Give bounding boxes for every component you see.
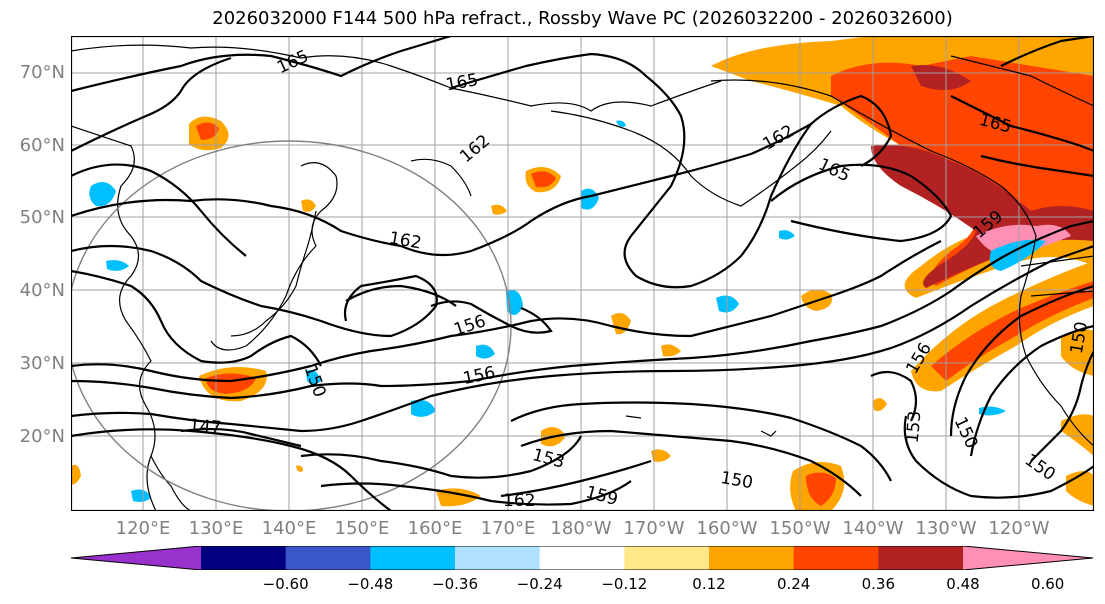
colorbar-tick-label: −0.24 <box>516 575 563 593</box>
lon-label: 120°E <box>115 518 171 539</box>
colorbar-tick-label: 0.36 <box>861 575 896 593</box>
colorbar-swatch <box>539 546 625 570</box>
lon-label: 170°E <box>480 518 536 539</box>
lon-label: 130°W <box>915 518 977 539</box>
lat-label: 70°N <box>19 62 65 83</box>
contour-label: 162 <box>503 491 535 511</box>
colorbar-tick-label: 0.60 <box>1030 575 1065 593</box>
colorbar-swatch <box>878 546 964 570</box>
lon-label: 120°W <box>988 518 1050 539</box>
contour-label: 147 <box>188 416 222 439</box>
colorbar-tick-label: −0.36 <box>432 575 478 593</box>
lat-label: 20°N <box>19 426 65 447</box>
colorbar-swatch-below <box>71 546 201 570</box>
colorbar-tick-label: 0.48 <box>946 575 980 593</box>
lon-label: 140°E <box>261 518 317 539</box>
colorbar-swatch <box>201 546 287 570</box>
colorbar-swatch <box>455 546 541 570</box>
colorbar-swatch <box>709 546 795 570</box>
lon-label: 150°E <box>334 518 390 539</box>
colorbar-tick-label: −0.60 <box>262 575 309 593</box>
colorbar-swatch <box>793 546 879 570</box>
lon-label: 180°W <box>550 518 612 539</box>
map-title: 2026032000 F144 500 hPa refract., Rossby… <box>212 8 953 29</box>
colorbar-tick-label: 0.24 <box>776 575 811 593</box>
colorbar-swatch-above <box>963 546 1093 570</box>
colorbar-swatch <box>624 546 710 570</box>
lon-label: 150°W <box>769 518 831 539</box>
lon-label: 160°E <box>407 518 463 539</box>
map-panel: 165 165 162 162 165 165 162 156 156 150 … <box>71 36 1094 511</box>
colorbar-swatch <box>370 546 456 570</box>
colorbar <box>71 546 1094 570</box>
colorbar-swatch <box>285 546 371 570</box>
colorbar-tick-label: −0.12 <box>601 575 648 593</box>
contour-label: 153 <box>903 410 926 444</box>
lat-label: 30°N <box>19 353 65 374</box>
colorbar-tick-label: −0.48 <box>347 575 394 593</box>
contours <box>71 36 1094 511</box>
lat-label: 50°N <box>19 207 65 228</box>
lon-label: 140°W <box>842 518 904 539</box>
lon-label: 170°W <box>623 518 685 539</box>
colorbar-tick-label: 0.12 <box>692 575 726 593</box>
lon-label: 130°E <box>188 518 244 539</box>
lat-label: 60°N <box>19 135 65 156</box>
map-frame <box>71 36 1094 511</box>
lon-label: 160°W <box>696 518 758 539</box>
lat-label: 40°N <box>19 280 65 301</box>
